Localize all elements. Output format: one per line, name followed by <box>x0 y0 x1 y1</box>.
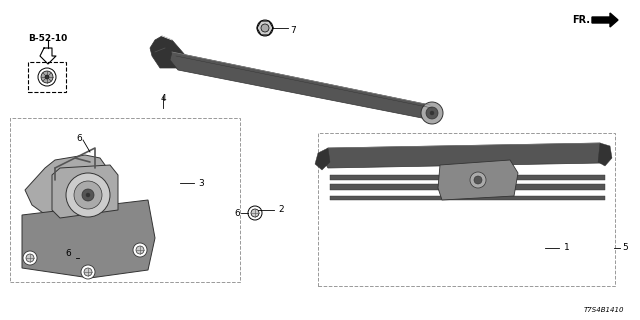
Polygon shape <box>330 184 605 190</box>
Polygon shape <box>330 196 605 200</box>
Text: 2: 2 <box>278 205 284 214</box>
Text: 6: 6 <box>65 249 71 258</box>
Polygon shape <box>25 155 115 228</box>
Polygon shape <box>322 143 608 168</box>
Polygon shape <box>150 36 185 68</box>
Circle shape <box>251 209 259 217</box>
Circle shape <box>45 75 49 79</box>
Polygon shape <box>330 175 605 180</box>
Circle shape <box>23 251 37 265</box>
Circle shape <box>430 111 434 115</box>
Text: 1: 1 <box>564 244 570 252</box>
Text: 3: 3 <box>198 179 204 188</box>
Circle shape <box>86 193 90 197</box>
Circle shape <box>248 206 262 220</box>
Bar <box>318 133 615 286</box>
Text: 6: 6 <box>76 133 82 142</box>
Polygon shape <box>22 200 155 278</box>
Polygon shape <box>592 13 618 27</box>
Circle shape <box>81 265 95 279</box>
Circle shape <box>41 71 53 83</box>
Circle shape <box>84 268 92 276</box>
Circle shape <box>66 173 110 217</box>
Polygon shape <box>170 52 436 120</box>
Text: 7: 7 <box>290 26 296 35</box>
Polygon shape <box>315 148 330 170</box>
Circle shape <box>470 172 486 188</box>
Circle shape <box>82 189 94 201</box>
Text: FR.: FR. <box>572 15 590 25</box>
Polygon shape <box>598 143 612 166</box>
Text: B-52-10: B-52-10 <box>28 34 68 43</box>
Circle shape <box>261 24 269 32</box>
Circle shape <box>74 181 102 209</box>
Polygon shape <box>52 165 118 218</box>
Circle shape <box>133 243 147 257</box>
Text: 6: 6 <box>234 209 240 218</box>
Text: T7S4B1410: T7S4B1410 <box>584 307 624 313</box>
Polygon shape <box>438 160 518 200</box>
Circle shape <box>38 68 56 86</box>
Bar <box>10 118 240 282</box>
Bar <box>28 62 66 92</box>
Circle shape <box>136 246 144 254</box>
Circle shape <box>474 176 482 184</box>
Text: 5: 5 <box>622 244 628 252</box>
Circle shape <box>426 107 438 119</box>
Circle shape <box>421 102 443 124</box>
Text: 4: 4 <box>160 93 166 102</box>
Circle shape <box>257 20 273 36</box>
Circle shape <box>26 254 34 262</box>
